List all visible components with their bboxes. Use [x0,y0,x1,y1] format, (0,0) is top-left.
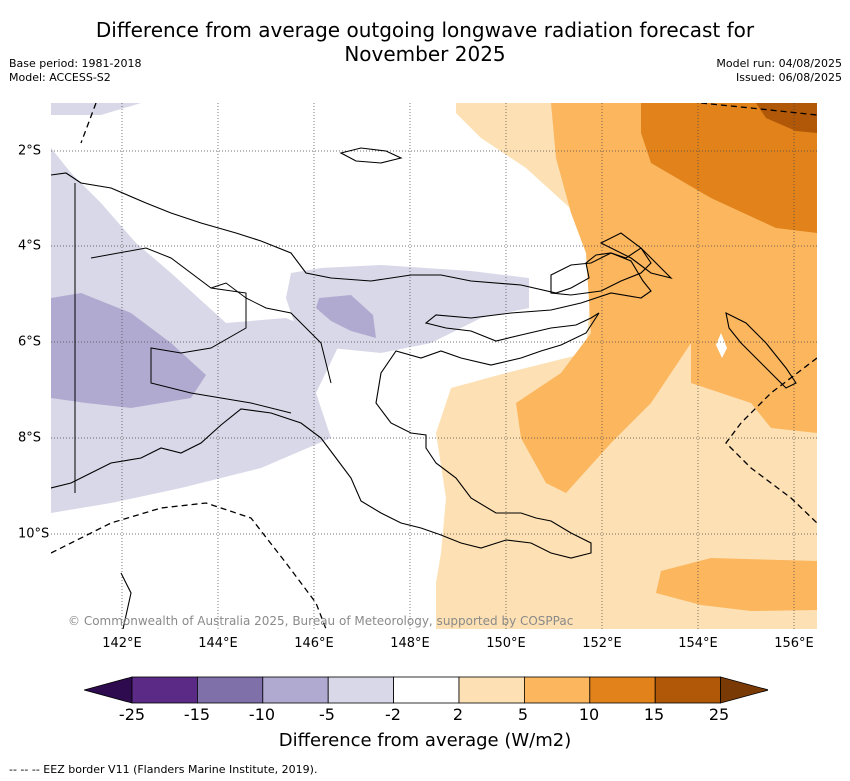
colorbar-segment [458,676,525,704]
colorbar-segment [589,676,656,704]
longitude-label: 156°E [774,636,814,651]
eez-borders [51,103,817,629]
title-line-1: Difference from average outgoing longwav… [95,18,755,42]
longitude-label: 148°E [390,636,430,651]
negative-anomaly-light [51,103,529,513]
colorbar-segment [523,676,591,704]
internal-borders [74,183,332,493]
metadata-right: Model run: 04/08/2025 Issued: 06/08/2025 [716,57,842,85]
colorbar-tick-label: 10 [578,705,600,724]
colorbar-extend-high [720,676,768,704]
coastlines [51,147,797,629]
model-run: Model run: 04/08/2025 [716,57,842,70]
colorbar-tick-label: -10 [248,705,276,724]
colorbar-segment [393,676,460,704]
latitude-label: 10°S [18,526,50,542]
colorbar-tick-label: 15 [643,705,665,724]
map-title: Difference from average outgoing longwav… [0,18,850,66]
neutral-patch [716,333,727,358]
coastline-new-guinea [51,172,652,559]
issued-date: Issued: 06/08/2025 [735,71,842,84]
colorbar-segment [197,676,264,704]
colorbar-segments [84,676,768,704]
colorbar-segment [654,676,722,704]
title-line-2: November 2025 [344,42,506,66]
colorbar-tick-label: -15 [183,705,211,724]
latitude-label: 2°S [18,143,42,159]
coastline-cape-york [120,572,132,629]
longitude-label: 152°E [582,636,622,651]
latitude-label: 4°S [18,238,42,254]
positive-anomaly-strong [641,103,817,233]
graticule [51,103,817,629]
metadata-left: Base period: 1981-2018 Model: ACCESS-S2 [9,57,141,85]
coastline-new-ireland [599,232,673,280]
colorbar-tick-label: -25 [118,705,146,724]
colorbar-tick-label: -2 [385,705,401,724]
colorbar-tick-label: 5 [517,705,529,724]
latitude-label: 6°S [18,334,42,350]
longitude-label: 146°E [294,636,334,651]
copyright-credit: © Commonwealth of Australia 2025, Bureau… [68,614,574,628]
base-period: Base period: 1981-2018 [9,57,142,70]
longitude-label: 142°E [102,636,142,651]
longitude-label: 150°E [486,636,526,651]
longitude-label: 154°E [678,636,718,651]
colorbar-segment [131,676,198,704]
coastline-bougainville [725,312,797,389]
colorbar-extend-low [84,676,133,704]
latitude-label: 8°S [18,430,42,446]
colorbar [84,676,768,704]
colorbar-title: Difference from average (W/m2) [278,730,572,751]
coastline-manus [339,147,403,164]
map-panel [51,103,817,629]
colorbar-segment [262,676,329,704]
colorbar-tick-label: 2 [452,705,464,724]
negative-anomaly-medium [51,293,376,408]
coastline-new-britain [550,247,652,296]
colorbar-tick-label: -5 [319,705,335,724]
colorbar-segment [327,676,394,704]
longitude-label: 144°E [198,636,238,651]
eez-footnote: -- -- -- EEZ border V11 (Flanders Marine… [9,763,318,776]
model-name: Model: ACCESS-S2 [9,71,111,84]
colorbar-tick-label: 25 [708,705,730,724]
